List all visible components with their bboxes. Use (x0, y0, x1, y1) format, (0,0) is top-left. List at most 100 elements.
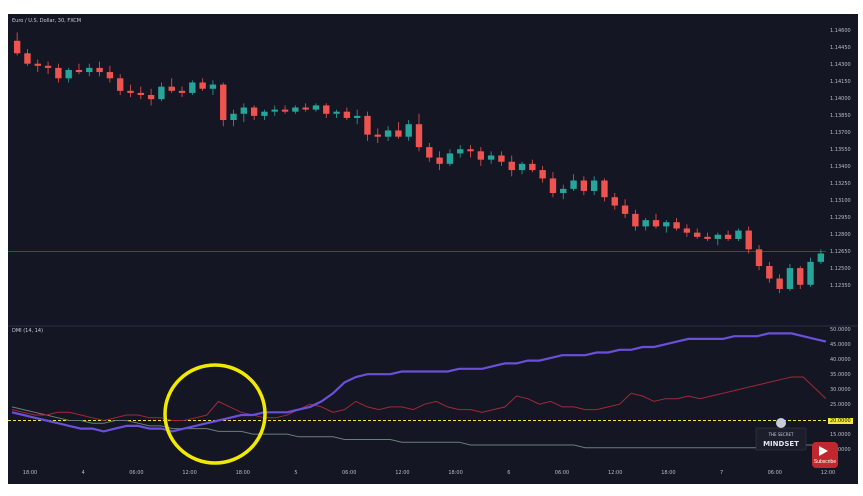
candle (415, 124, 423, 148)
candle (539, 170, 546, 179)
time-axis-label: 12:00 (821, 470, 835, 476)
youtube-subscribe-button[interactable]: Subscribe (812, 442, 838, 468)
time-axis-label: 18:00 (236, 470, 250, 476)
price-pane[interactable] (8, 32, 826, 294)
price-axis-label: 1.14000 (830, 96, 851, 102)
candle (127, 90, 134, 93)
indicator-axis-label: 35.0000 (830, 372, 851, 378)
candle (797, 268, 804, 285)
time-axis-label: 06:00 (342, 470, 356, 476)
time-axis-label: 06:00 (129, 470, 143, 476)
candle (230, 113, 237, 121)
indicator-axis-label: 10.0000 (830, 447, 851, 453)
candle (116, 78, 124, 91)
indicator-series-adx (11, 332, 827, 433)
candle (446, 153, 454, 164)
indicator-axis-label: 25.0000 (830, 402, 851, 408)
candle (560, 188, 567, 194)
candle (374, 134, 381, 137)
candle (24, 53, 31, 64)
indicator-axis-label: 40.0000 (830, 357, 851, 363)
candle (292, 107, 299, 112)
candle (755, 249, 763, 267)
price-axis-label: 1.12350 (830, 283, 851, 289)
indicator-label: DMI (14, 14) (12, 328, 44, 334)
candle (312, 105, 320, 110)
chart-canvas[interactable]: 18:00 4 06:00 12:00 18:00 5 06:00 12:00 18:00 6 06… (8, 14, 858, 484)
indicator-series-minusdi (11, 406, 826, 449)
time-axis-label: 18:00 (661, 470, 675, 476)
time-axis-label: 4 (82, 470, 85, 476)
price-axis-label: 1.13850 (830, 113, 851, 119)
candle (240, 107, 248, 114)
candle (34, 63, 41, 66)
candle (683, 228, 691, 233)
candle (13, 40, 21, 54)
candle (735, 230, 742, 239)
candle (220, 84, 227, 121)
candle (436, 157, 443, 164)
price-axis-label: 1.12800 (830, 232, 851, 238)
time-axis-label: 18:00 (448, 470, 462, 476)
candle (714, 234, 722, 239)
candle (426, 147, 433, 158)
trading-chart[interactable]: 18:00 4 06:00 12:00 18:00 5 06:00 12:00 18:00 6 06… (8, 14, 858, 484)
candle (209, 84, 217, 89)
candle (323, 105, 330, 114)
price-axis-label: 1.12650 (830, 249, 851, 255)
subscribe-label: Subscribe (813, 459, 837, 465)
candle (261, 111, 268, 116)
candle (570, 180, 577, 189)
candle (178, 90, 186, 93)
symbol-label: Euro / U.S. Dollar, 30, FXCM (12, 18, 82, 24)
candle (632, 213, 639, 227)
candle (724, 234, 732, 239)
candle (745, 230, 752, 250)
indicator-axis-label: 30.0000 (830, 387, 851, 393)
candle (694, 232, 701, 237)
candle (281, 109, 289, 112)
candle (44, 65, 52, 68)
candle (704, 236, 711, 239)
time-axis-label: 06:00 (555, 470, 569, 476)
candle (601, 180, 608, 198)
price-axis-label: 1.13400 (830, 164, 851, 170)
candle (663, 222, 670, 227)
candle (457, 149, 464, 154)
watermark-logo: THE SECRET MINDSET (755, 418, 807, 451)
time-axis-label: 12:00 (395, 470, 409, 476)
candle (86, 67, 93, 73)
watermark-line1: THE SECRET (768, 432, 794, 437)
candle (353, 115, 361, 118)
time-axis-label: 18:00 (23, 470, 37, 476)
candle (302, 107, 309, 110)
candle (199, 82, 206, 89)
indicator-axis-label: 15.0000 (830, 432, 851, 438)
price-axis-label: 1.14450 (830, 45, 851, 51)
candle (384, 130, 392, 137)
candle (158, 86, 165, 100)
time-axis-label: 06:00 (768, 470, 782, 476)
time-axis-label: 12:00 (608, 470, 622, 476)
candle (271, 109, 278, 112)
candle (807, 261, 814, 285)
candle (65, 69, 72, 79)
price-axis-label: 1.14600 (830, 28, 851, 34)
candle (333, 111, 340, 114)
time-axis-label: 6 (507, 470, 510, 476)
candle (189, 82, 196, 93)
time-axis: 18:00 4 06:00 12:00 18:00 5 06:00 12:00 18:00 6 06… (23, 470, 835, 476)
candle (405, 124, 412, 137)
price-axis-label: 1.13250 (830, 181, 851, 187)
price-axis-label: 1.13100 (830, 198, 851, 204)
candle (652, 220, 660, 227)
candle (518, 163, 526, 171)
level-price-tag: 20.0000 (828, 418, 853, 424)
time-axis-label: 12:00 (182, 470, 196, 476)
candle (776, 278, 783, 289)
candle (621, 205, 629, 214)
play-icon (819, 446, 828, 456)
indicator-pane[interactable] (8, 332, 827, 449)
candle (498, 155, 505, 162)
candle (817, 253, 825, 262)
